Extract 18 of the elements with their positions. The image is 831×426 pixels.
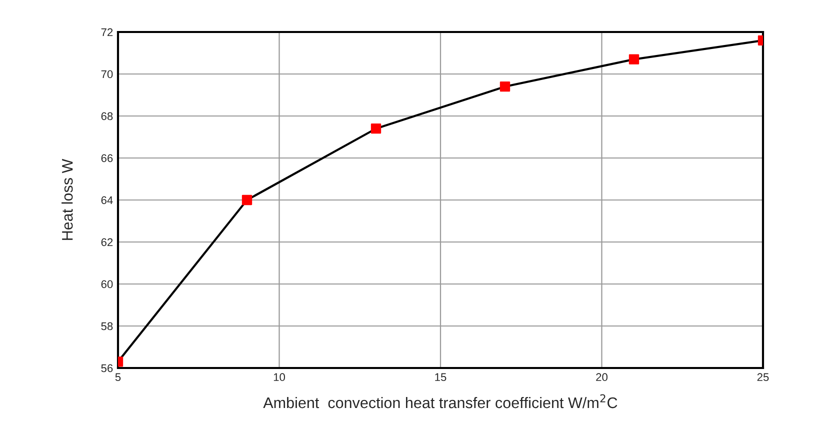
point [500, 82, 510, 92]
y-tick-label: 68 [101, 112, 113, 120]
y-tick-label: 66 [101, 154, 113, 162]
x-tick-label: 15 [435, 373, 446, 382]
y-tick-label: 62 [101, 238, 113, 246]
y-tick-label: 72 [101, 28, 113, 36]
y-tick-label: 56 [101, 364, 113, 372]
y-tick-label: 64 [101, 196, 113, 204]
y-tick-label: 58 [101, 322, 113, 330]
y-tick-label: 70 [101, 70, 113, 78]
x-tick-label: 10 [274, 373, 285, 382]
point [370, 124, 382, 134]
y-tick-label: 60 [101, 280, 113, 288]
x-tick-label: 20 [596, 373, 608, 382]
x-tick-label: 25 [757, 373, 769, 382]
y-axis-title: Heat loss W [62, 158, 73, 240]
x-axis-title: Ambient convection heat transfer coefficient W/m$^{2}$C [263, 394, 618, 408]
x-tick-label: 5 [115, 373, 121, 382]
